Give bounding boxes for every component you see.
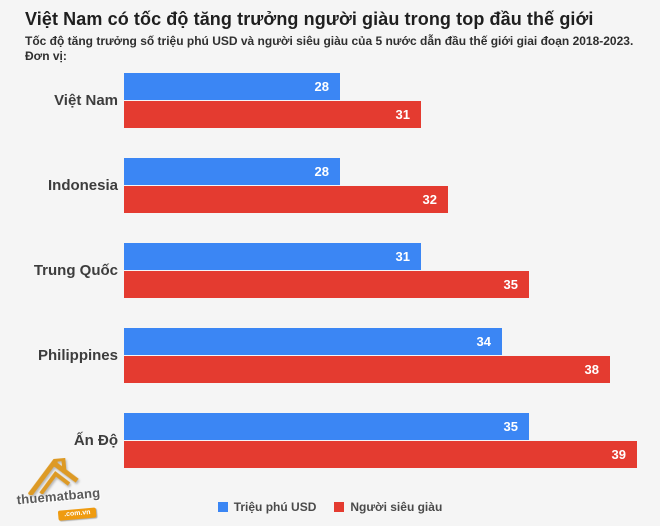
bar-value-label: 31 <box>395 249 410 264</box>
chart-title: Việt Nam có tốc độ tăng trưởng người già… <box>25 9 594 29</box>
chart-row-viet-nam: Việt Nam 28 31 <box>0 73 660 128</box>
watermark-domain-badge: .com.vn <box>57 507 98 521</box>
bar-trieu-phu-usd-viet-nam: 28 <box>124 73 340 100</box>
bar-nguoi-sieu-giau-indonesia: 32 <box>124 186 448 213</box>
bar-value-label: 28 <box>314 164 329 179</box>
bar-value-label: 38 <box>584 362 599 377</box>
bar-trieu-phu-usd-philippines: 34 <box>124 328 502 355</box>
bar-nguoi-sieu-giau-trung-quoc: 35 <box>124 271 529 298</box>
chart-row-an-o: Ấn Độ 35 39 <box>0 413 660 468</box>
bar-value-label: 35 <box>503 419 518 434</box>
bar-trieu-phu-usd-trung-quoc: 31 <box>124 243 421 270</box>
category-label-viet-nam: Việt Nam <box>54 92 118 109</box>
bar-value-label: 39 <box>611 447 626 462</box>
bar-value-label: 32 <box>422 192 437 207</box>
legend-item-trieu-phu-usd: Triệu phú USD <box>217 500 317 514</box>
bar-nguoi-sieu-giau-viet-nam: 31 <box>124 101 421 128</box>
legend-item-nguoi-sieu-giau: Người siêu giàu <box>334 500 442 514</box>
chart-subtitle: Tốc độ tăng trưởng số triệu phú USD và n… <box>25 34 634 63</box>
legend-swatch-red <box>334 502 345 512</box>
bar-trieu-phu-usd-an-o: 35 <box>124 413 529 440</box>
chart-row-trung-quoc: Trung Quốc 31 35 <box>0 243 660 298</box>
category-label-philippines: Philippines <box>37 347 118 364</box>
bar-value-label: 34 <box>476 334 491 349</box>
chart-rows: Việt Nam 28 31 Indonesia 28 32 Trung Quốc 31 35 P… <box>0 73 660 468</box>
bar-trieu-phu-usd-indonesia: 28 <box>124 158 340 185</box>
chart-row-philippines: Philippines 34 38 <box>0 328 660 383</box>
category-label-indonesia: Indonesia <box>47 177 118 194</box>
house-roof-icon <box>27 456 79 496</box>
bar-value-label: 28 <box>314 79 329 94</box>
legend-label-nguoi-sieu-giau: Người siêu giàu <box>350 500 443 514</box>
bar-nguoi-sieu-giau-an-o: 39 <box>124 441 637 468</box>
category-label-trung-quoc: Trung Quốc <box>33 262 118 279</box>
legend-swatch-blue <box>217 502 228 512</box>
legend-label-trieu-phu-usd: Triệu phú USD <box>233 500 317 514</box>
chart-legend: Triệu phú USD Người siêu giàu <box>0 500 660 514</box>
category-label-an-o: Ấn Độ <box>73 432 118 449</box>
watermark-logo: thuematbang .com.vn <box>13 454 118 525</box>
bar-value-label: 35 <box>503 277 518 292</box>
bar-value-label: 31 <box>395 107 410 122</box>
bar-nguoi-sieu-giau-philippines: 38 <box>124 356 610 383</box>
chart-row-indonesia: Indonesia 28 32 <box>0 158 660 213</box>
